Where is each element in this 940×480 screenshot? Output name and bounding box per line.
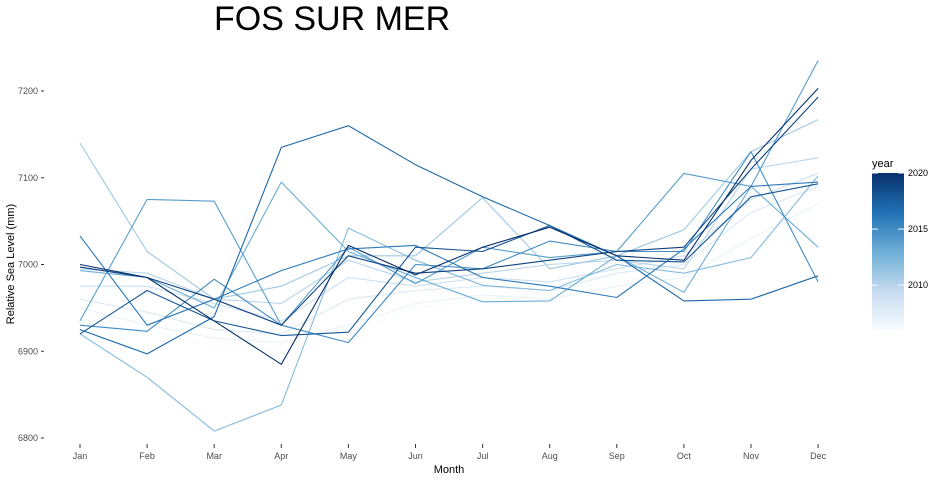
series-line-2010 — [79, 157, 819, 305]
y-tick-label: 6900 — [18, 346, 38, 356]
x-tick-label: Jan — [73, 451, 88, 461]
x-tick-label: Oct — [677, 451, 692, 461]
x-axis-title: Month — [434, 464, 465, 476]
series-line-2020 — [79, 88, 819, 365]
legend-ticks: 2010 2015 2020 — [872, 168, 928, 290]
series-line-2009 — [80, 172, 819, 322]
x-tick-label: Aug — [542, 451, 558, 461]
x-tick-label: Apr — [274, 451, 288, 461]
x-tick-label: Jul — [477, 451, 489, 461]
chart-title: FOS SUR MER — [214, 0, 450, 38]
series-line-2013 — [79, 181, 819, 309]
y-axis: 6800 6900 7000 7100 7200 — [18, 86, 44, 443]
series-line-2011 — [79, 119, 819, 300]
x-tick-label: Feb — [139, 451, 155, 461]
y-tick-label: 7000 — [18, 260, 38, 270]
series-line-2006 — [79, 220, 819, 352]
legend-colorbar — [872, 173, 904, 330]
x-tick-label: Nov — [743, 451, 760, 461]
series-line-2018 — [79, 183, 819, 337]
x-axis: Jan Feb Mar Apr May Jun Jul Aug Sep Oct Nov Dec — [73, 444, 827, 461]
x-tick-label: Mar — [206, 451, 222, 461]
x-tick-label: Sep — [609, 451, 625, 461]
legend-title: year — [872, 158, 894, 170]
legend-tick-label: 2010 — [908, 280, 928, 290]
legend: year 2010 2015 2020 — [872, 158, 928, 330]
y-axis-title: Relative Sea Level (mm) — [5, 204, 17, 324]
series-line-2019 — [79, 96, 819, 326]
y-tick-label: 7200 — [18, 86, 38, 96]
y-tick-label: 6800 — [18, 433, 38, 443]
series-line-2014 — [79, 60, 819, 326]
series-line-2012 — [79, 175, 819, 432]
series-lines — [79, 60, 819, 432]
x-tick-label: May — [340, 451, 358, 461]
legend-tick-label: 2020 — [908, 168, 928, 178]
legend-tick-label: 2015 — [908, 224, 928, 234]
y-tick-label: 7100 — [18, 173, 38, 183]
series-line-2017 — [79, 125, 819, 355]
x-tick-label: Dec — [810, 451, 827, 461]
x-tick-label: Jun — [408, 451, 423, 461]
series-line-2008 — [79, 185, 819, 335]
